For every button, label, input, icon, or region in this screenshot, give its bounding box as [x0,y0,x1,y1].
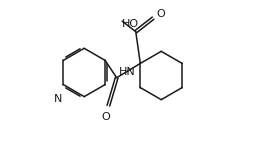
Text: O: O [102,112,111,122]
Text: N: N [54,94,62,104]
Text: HN: HN [119,67,136,77]
Text: HO: HO [122,19,139,29]
Text: O: O [157,9,166,19]
